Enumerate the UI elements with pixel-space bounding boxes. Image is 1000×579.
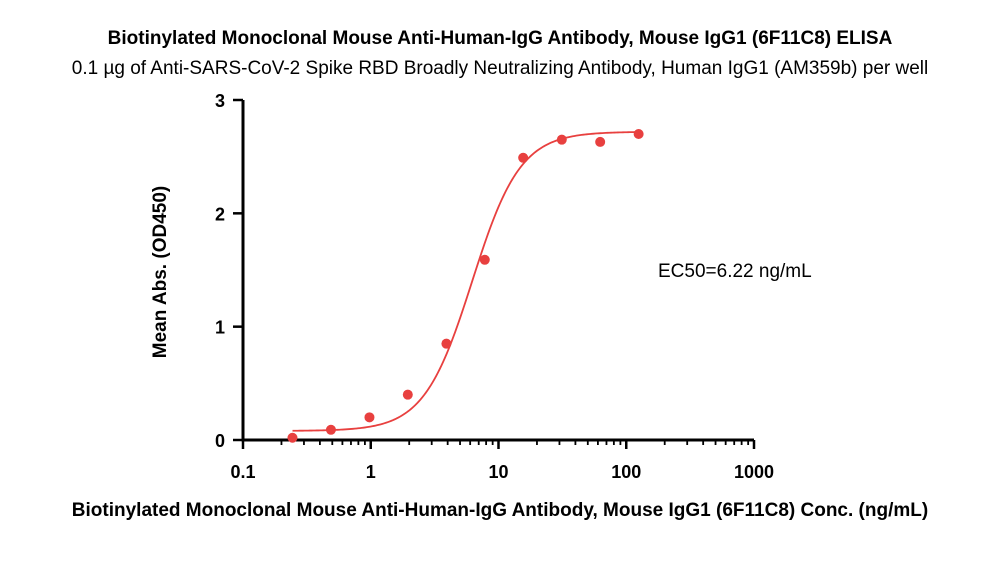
y-tick-label: 3	[215, 91, 225, 111]
data-point	[287, 432, 298, 443]
x-tick-label: 100	[611, 462, 641, 482]
data-point	[364, 412, 375, 423]
data-point	[518, 152, 529, 163]
chart-title: Biotinylated Monoclonal Mouse Anti-Human…	[107, 28, 893, 49]
ec50-annotation: EC50=6.22 ng/mL	[658, 261, 812, 282]
data-point	[556, 134, 567, 145]
x-tick-label: 1	[366, 462, 376, 482]
fit-curve-group	[292, 131, 639, 432]
data-point	[479, 254, 490, 265]
x-tick-label: 0.1	[230, 462, 255, 482]
x-tick-label: 1000	[734, 462, 774, 482]
y-tick-label: 2	[215, 204, 225, 224]
data-points	[287, 129, 644, 443]
y-tick-label: 1	[215, 318, 225, 338]
data-point	[325, 424, 336, 435]
x-axis-label: Biotinylated Monoclonal Mouse Anti-Human…	[71, 500, 929, 521]
x-tick-label: 10	[488, 462, 508, 482]
y-tick-label: 0	[215, 431, 225, 451]
chart-subtitle: 0.1 µg of Anti-SARS-CoV-2 Spike RBD Broa…	[71, 58, 929, 79]
fit-curve	[292, 131, 639, 432]
y-axis-label: Mean Abs. (OD450)	[150, 185, 171, 359]
data-point	[633, 129, 644, 139]
data-point	[441, 338, 452, 349]
ticks: 0.1 1 10 100 1000 0 1 2 3	[215, 91, 774, 482]
data-point	[595, 136, 606, 147]
data-point	[402, 389, 413, 400]
